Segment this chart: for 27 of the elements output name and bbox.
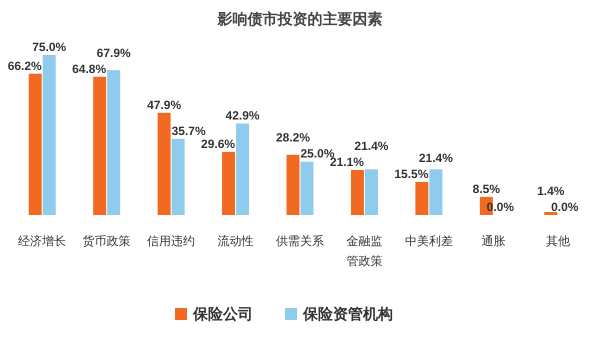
- data-label: 1.4%: [537, 184, 565, 198]
- x-tick-label: 中美利差: [404, 234, 453, 248]
- data-label: 0.0%: [551, 200, 579, 214]
- data-label: 29.6%: [201, 136, 236, 151]
- x-tick-label: 信用违约: [147, 234, 196, 248]
- data-label: 67.9%: [96, 46, 132, 60]
- x-tick-label: 货币政策: [82, 234, 131, 248]
- data-label: 66.2%: [8, 58, 42, 73]
- data-label: 15.5%: [394, 166, 429, 181]
- legend-label: 保险资管机构: [302, 306, 393, 323]
- legend-label: 保险公司: [192, 306, 253, 323]
- data-label: 47.9%: [147, 98, 182, 112]
- data-label: 64.8%: [72, 62, 106, 76]
- data-label: 75.0%: [32, 40, 67, 54]
- data-label: 42.9%: [226, 108, 260, 122]
- chart-title: 影响债市投资的主要因素: [216, 10, 382, 28]
- data-label: 21.4%: [354, 138, 389, 153]
- x-tick-label: 其他: [546, 234, 570, 248]
- data-label: 28.2%: [276, 130, 310, 145]
- data-label: 21.4%: [418, 150, 454, 165]
- x-tick-label: 经济增长: [18, 234, 66, 248]
- x-tick-label: 通胀: [481, 234, 506, 248]
- data-label: 35.7%: [172, 124, 206, 138]
- x-tick-label: 金融监管政策: [346, 234, 382, 268]
- data-label: 8.5%: [472, 182, 500, 196]
- x-tick-label: 流动性: [218, 234, 254, 248]
- x-tick-label: 供需关系: [276, 234, 324, 248]
